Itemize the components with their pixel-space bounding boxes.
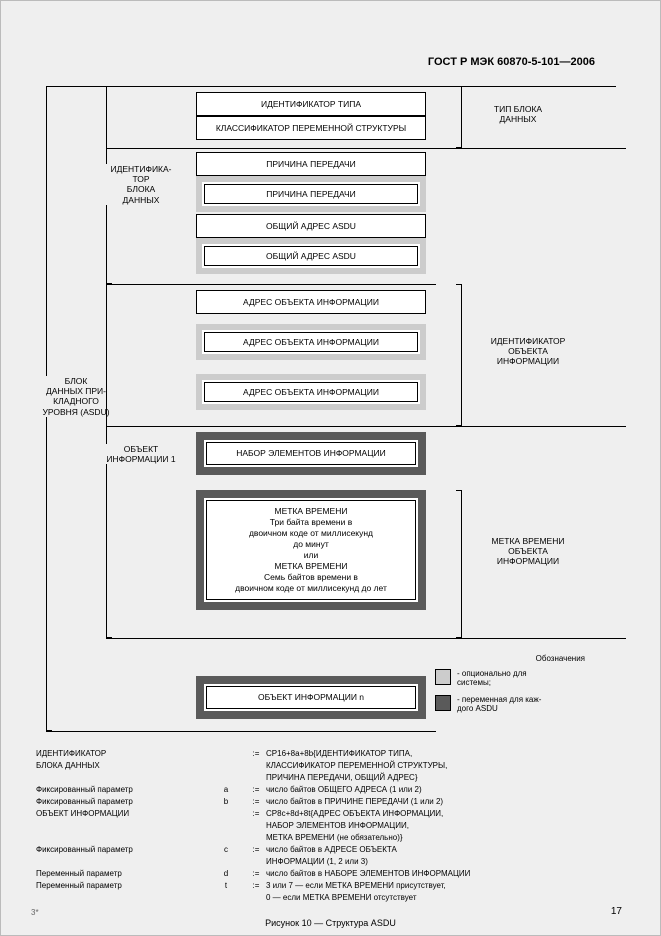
def-desc: ПРИЧИНА ПЕРЕДАЧИ, ОБЩИЙ АДРЕС} (266, 772, 625, 784)
def-eq: := (246, 796, 266, 808)
asdu-diagram: ИДЕНТИФИКАТОР ТИПА КЛАССИФИКАТОР ПЕРЕМЕН… (36, 86, 625, 736)
label-identobj: ИДЕНТИФИКАТОР ОБЪЕКТА ИНФОРМАЦИИ (468, 336, 588, 367)
def-row: Фиксированный параметрa:=число байтов ОБ… (36, 784, 625, 796)
def-desc: CP8c+8d+8t{АДРЕС ОБЪЕКТА ИНФОРМАЦИИ, (266, 808, 625, 820)
def-term: ИДЕНТИФИКАТОР (36, 748, 206, 760)
def-row: Переменный параметрt:=3 или 7 — если МЕТ… (36, 880, 625, 892)
def-term: Фиксированный параметр (36, 844, 206, 856)
def-eq: := (246, 844, 266, 856)
box-var-classifier: КЛАССИФИКАТОР ПЕРЕМЕННОЙ СТРУКТУРЫ (196, 116, 426, 140)
box-obj-n: ОБЪЕКТ ИНФОРМАЦИИ n (196, 676, 426, 719)
document-header: ГОСТ Р МЭК 60870-5-101—2006 (36, 56, 625, 68)
def-eq (246, 856, 266, 868)
label-timelabel: МЕТКА ВРЕМЕНИ ОБЪЕКТА ИНФОРМАЦИИ (468, 536, 588, 567)
box-obj-addr: АДРЕС ОБЪЕКТА ИНФОРМАЦИИ (196, 290, 426, 314)
def-desc: число байтов в НАБОРЕ ЭЛЕМЕНТОВ ИНФОРМАЦ… (266, 868, 625, 880)
legend-optional: - опционально для системы; (435, 669, 585, 687)
def-term: Фиксированный параметр (36, 784, 206, 796)
def-desc: 0 — если МЕТКА ВРЕМЕНИ отсутствует (266, 892, 625, 904)
def-term (36, 892, 206, 904)
def-desc: ИНФОРМАЦИИ (1, 2 или 3) (266, 856, 625, 868)
box-cause-optional: ПРИЧИНА ПЕРЕДАЧИ (196, 176, 426, 212)
def-sym: d (206, 868, 246, 880)
def-eq (246, 832, 266, 844)
def-row: ИДЕНТИФИКАТОР :=CP16+8a+8b{ИДЕНТИФИКАТОР … (36, 748, 625, 760)
def-term: ОБЪЕКТ ИНФОРМАЦИИ (36, 808, 206, 820)
def-term: Фиксированный параметр (36, 796, 206, 808)
def-desc: МЕТКА ВРЕМЕНИ (не обязательно)} (266, 832, 625, 844)
def-sym (206, 832, 246, 844)
def-desc: число байтов ОБЩЕГО АДРЕСА (1 или 2) (266, 784, 625, 796)
figure-caption: Рисунок 10 — Структура ASDU (36, 918, 625, 928)
box-obj-addr-opt1: АДРЕС ОБЪЕКТА ИНФОРМАЦИИ (196, 324, 426, 360)
swatch-variable (435, 695, 451, 711)
def-term: Переменный параметр (36, 868, 206, 880)
def-term (36, 832, 206, 844)
def-sym: a (206, 784, 246, 796)
def-desc: число байтов в АДРЕСЕ ОБЪЕКТА (266, 844, 625, 856)
box-elem-set: НАБОР ЭЛЕМЕНТОВ ИНФОРМАЦИИ (196, 432, 426, 475)
def-eq: := (246, 808, 266, 820)
def-sym (206, 772, 246, 784)
box-obj-addr-opt2: АДРЕС ОБЪЕКТА ИНФОРМАЦИИ (196, 374, 426, 410)
def-sym (206, 856, 246, 868)
def-desc: КЛАССИФИКАТОР ПЕРЕМЕННОЙ СТРУКТУРЫ, (266, 760, 625, 772)
def-row: ПРИЧИНА ПЕРЕДАЧИ, ОБЩИЙ АДРЕС} (36, 772, 625, 784)
def-eq: := (246, 748, 266, 760)
def-desc: число байтов в ПРИЧИНЕ ПЕРЕДАЧИ (1 или 2… (266, 796, 625, 808)
swatch-optional (435, 669, 451, 685)
def-desc: НАБОР ЭЛЕМЕНТОВ ИНФОРМАЦИИ, (266, 820, 625, 832)
box-common-addr-optional: ОБЩИЙ АДРЕС ASDU (196, 238, 426, 274)
def-eq: := (246, 784, 266, 796)
def-sym (206, 808, 246, 820)
def-row: ОБЪЕКТ ИНФОРМАЦИИ :=CP8c+8d+8t{АДРЕС ОБЪЕ… (36, 808, 625, 820)
def-term (36, 856, 206, 868)
def-row: 0 — если МЕТКА ВРЕМЕНИ отсутствует (36, 892, 625, 904)
def-eq: := (246, 868, 266, 880)
box-type-id: ИДЕНТИФИКАТОР ТИПА (196, 92, 426, 116)
signature-mark: 3* (31, 908, 39, 917)
label-ident: ИДЕНТИФИКА- ТОР БЛОКА ДАННЫХ (91, 164, 191, 205)
def-eq (246, 820, 266, 832)
def-row: БЛОКА ДАННЫХ КЛАССИФИКАТОР ПЕРЕМЕННОЙ СТР… (36, 760, 625, 772)
def-eq (246, 772, 266, 784)
box-cause: ПРИЧИНА ПЕРЕДАЧИ (196, 152, 426, 176)
def-row: НАБОР ЭЛЕМЕНТОВ ИНФОРМАЦИИ, (36, 820, 625, 832)
label-obj1: ОБЪЕКТ ИНФОРМАЦИИ 1 (91, 444, 191, 464)
legend: Обозначения - опционально для системы; -… (435, 654, 585, 721)
legend-variable: - переменная для каж- дого ASDU (435, 695, 585, 713)
def-sym (206, 748, 246, 760)
def-desc: 3 или 7 — если МЕТКА ВРЕМЕНИ присутствуе… (266, 880, 625, 892)
def-desc: CP16+8a+8b{ИДЕНТИФИКАТОР ТИПА, (266, 748, 625, 760)
def-sym (206, 760, 246, 772)
def-sym: c (206, 844, 246, 856)
legend-title: Обозначения (435, 654, 585, 663)
def-row: Переменный параметрd:=число байтов в НАБ… (36, 868, 625, 880)
def-eq (246, 760, 266, 772)
box-time-tag: МЕТКА ВРЕМЕНИ Три байта времени в двоичн… (196, 490, 426, 610)
def-term (36, 820, 206, 832)
def-row: Фиксированный параметрb:=число байтов в … (36, 796, 625, 808)
def-row: ИНФОРМАЦИИ (1, 2 или 3) (36, 856, 625, 868)
label-typeblock: ТИП БЛОКА ДАННЫХ (468, 104, 568, 124)
page-number: 17 (611, 906, 622, 917)
def-sym: b (206, 796, 246, 808)
def-eq (246, 892, 266, 904)
def-sym: t (206, 880, 246, 892)
def-sym (206, 820, 246, 832)
def-row: Фиксированный параметрc:=число байтов в … (36, 844, 625, 856)
def-term: Переменный параметр (36, 880, 206, 892)
def-row: МЕТКА ВРЕМЕНИ (не обязательно)} (36, 832, 625, 844)
def-sym (206, 892, 246, 904)
def-eq: := (246, 880, 266, 892)
def-term: БЛОКА ДАННЫХ (36, 760, 206, 772)
def-term (36, 772, 206, 784)
box-common-addr: ОБЩИЙ АДРЕС ASDU (196, 214, 426, 238)
page: ГОСТ Р МЭК 60870-5-101—2006 ИДЕНТИФИКАТО… (0, 0, 661, 936)
definitions: ИДЕНТИФИКАТОР:=CP16+8a+8b{ИДЕНТИФИКАТОР … (36, 748, 625, 904)
